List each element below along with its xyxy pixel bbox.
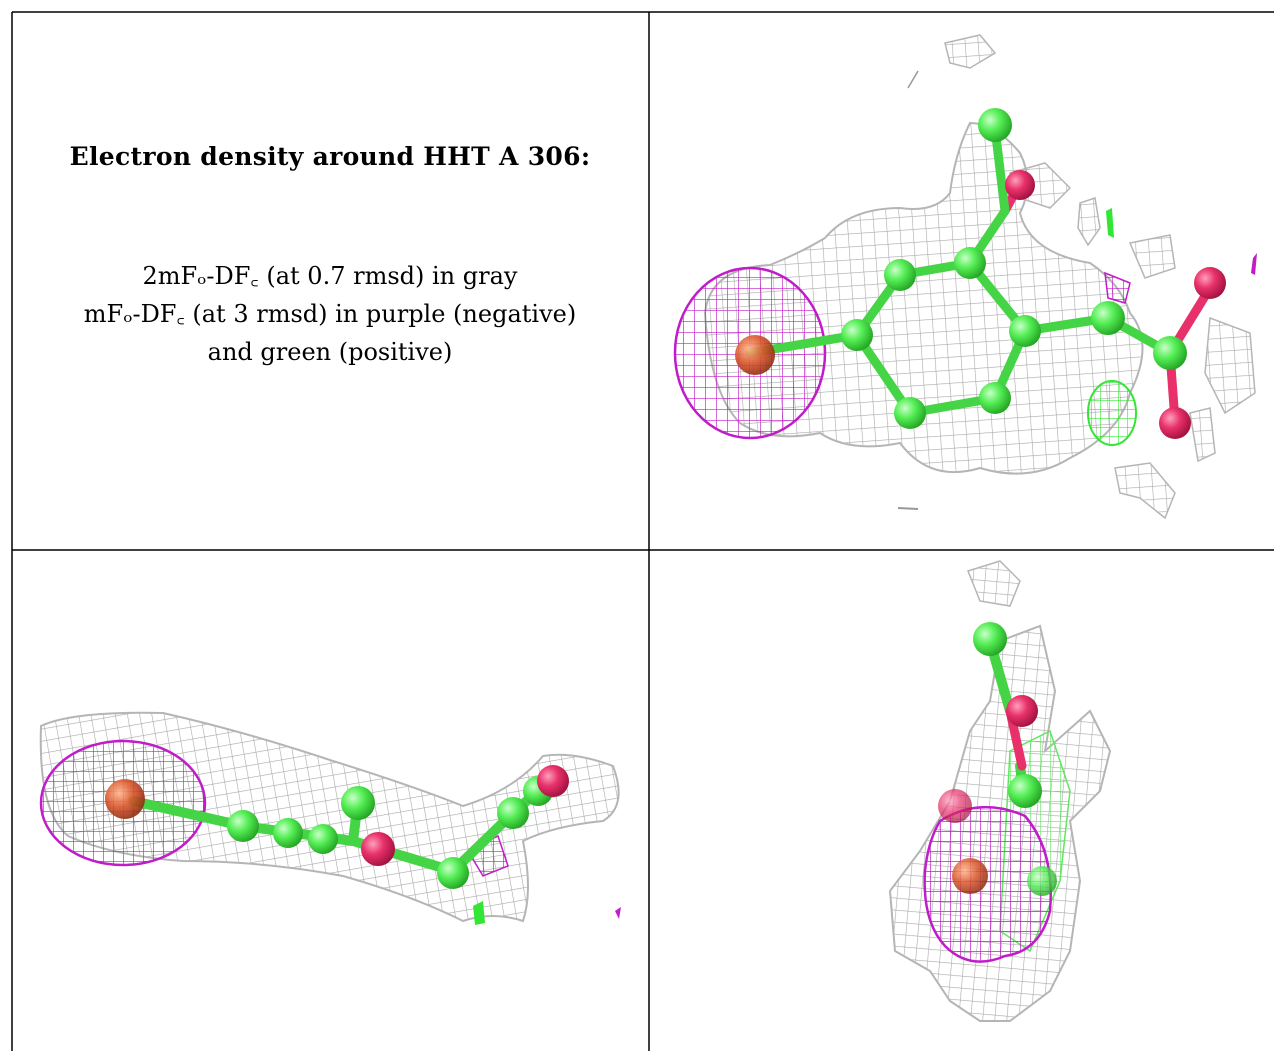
green-mesh-positive-side [473,901,485,925]
caption-line-2fo: 2mFₒ-DF꜀ (at 0.7 rmsd) in gray [142,262,518,290]
density-panel-top-view [673,34,1257,520]
density-panel-side-view [39,711,621,925]
caption-description: 2mFₒ-DF꜀ (at 0.7 rmsd) in gray mFₒ-DF꜀ (… [12,257,648,371]
ligand-model-edge [938,622,1057,896]
purple-mesh-negative-edge [923,805,1052,963]
green-mesh-positive [1087,208,1137,446]
caption-cell: Electron density around HHT A 306: 2mFₒ-… [12,12,648,550]
ligand-model-side [105,765,569,889]
ligand-model [735,108,1226,439]
density-panel-edge-view [888,560,1112,1022]
caption-line-fo: mFₒ-DF꜀ (at 3 rmsd) in purple (negative) [83,300,577,328]
caption-title: Electron density around HHT A 306: [69,142,591,171]
caption-line-colors: and green (positive) [207,338,453,366]
